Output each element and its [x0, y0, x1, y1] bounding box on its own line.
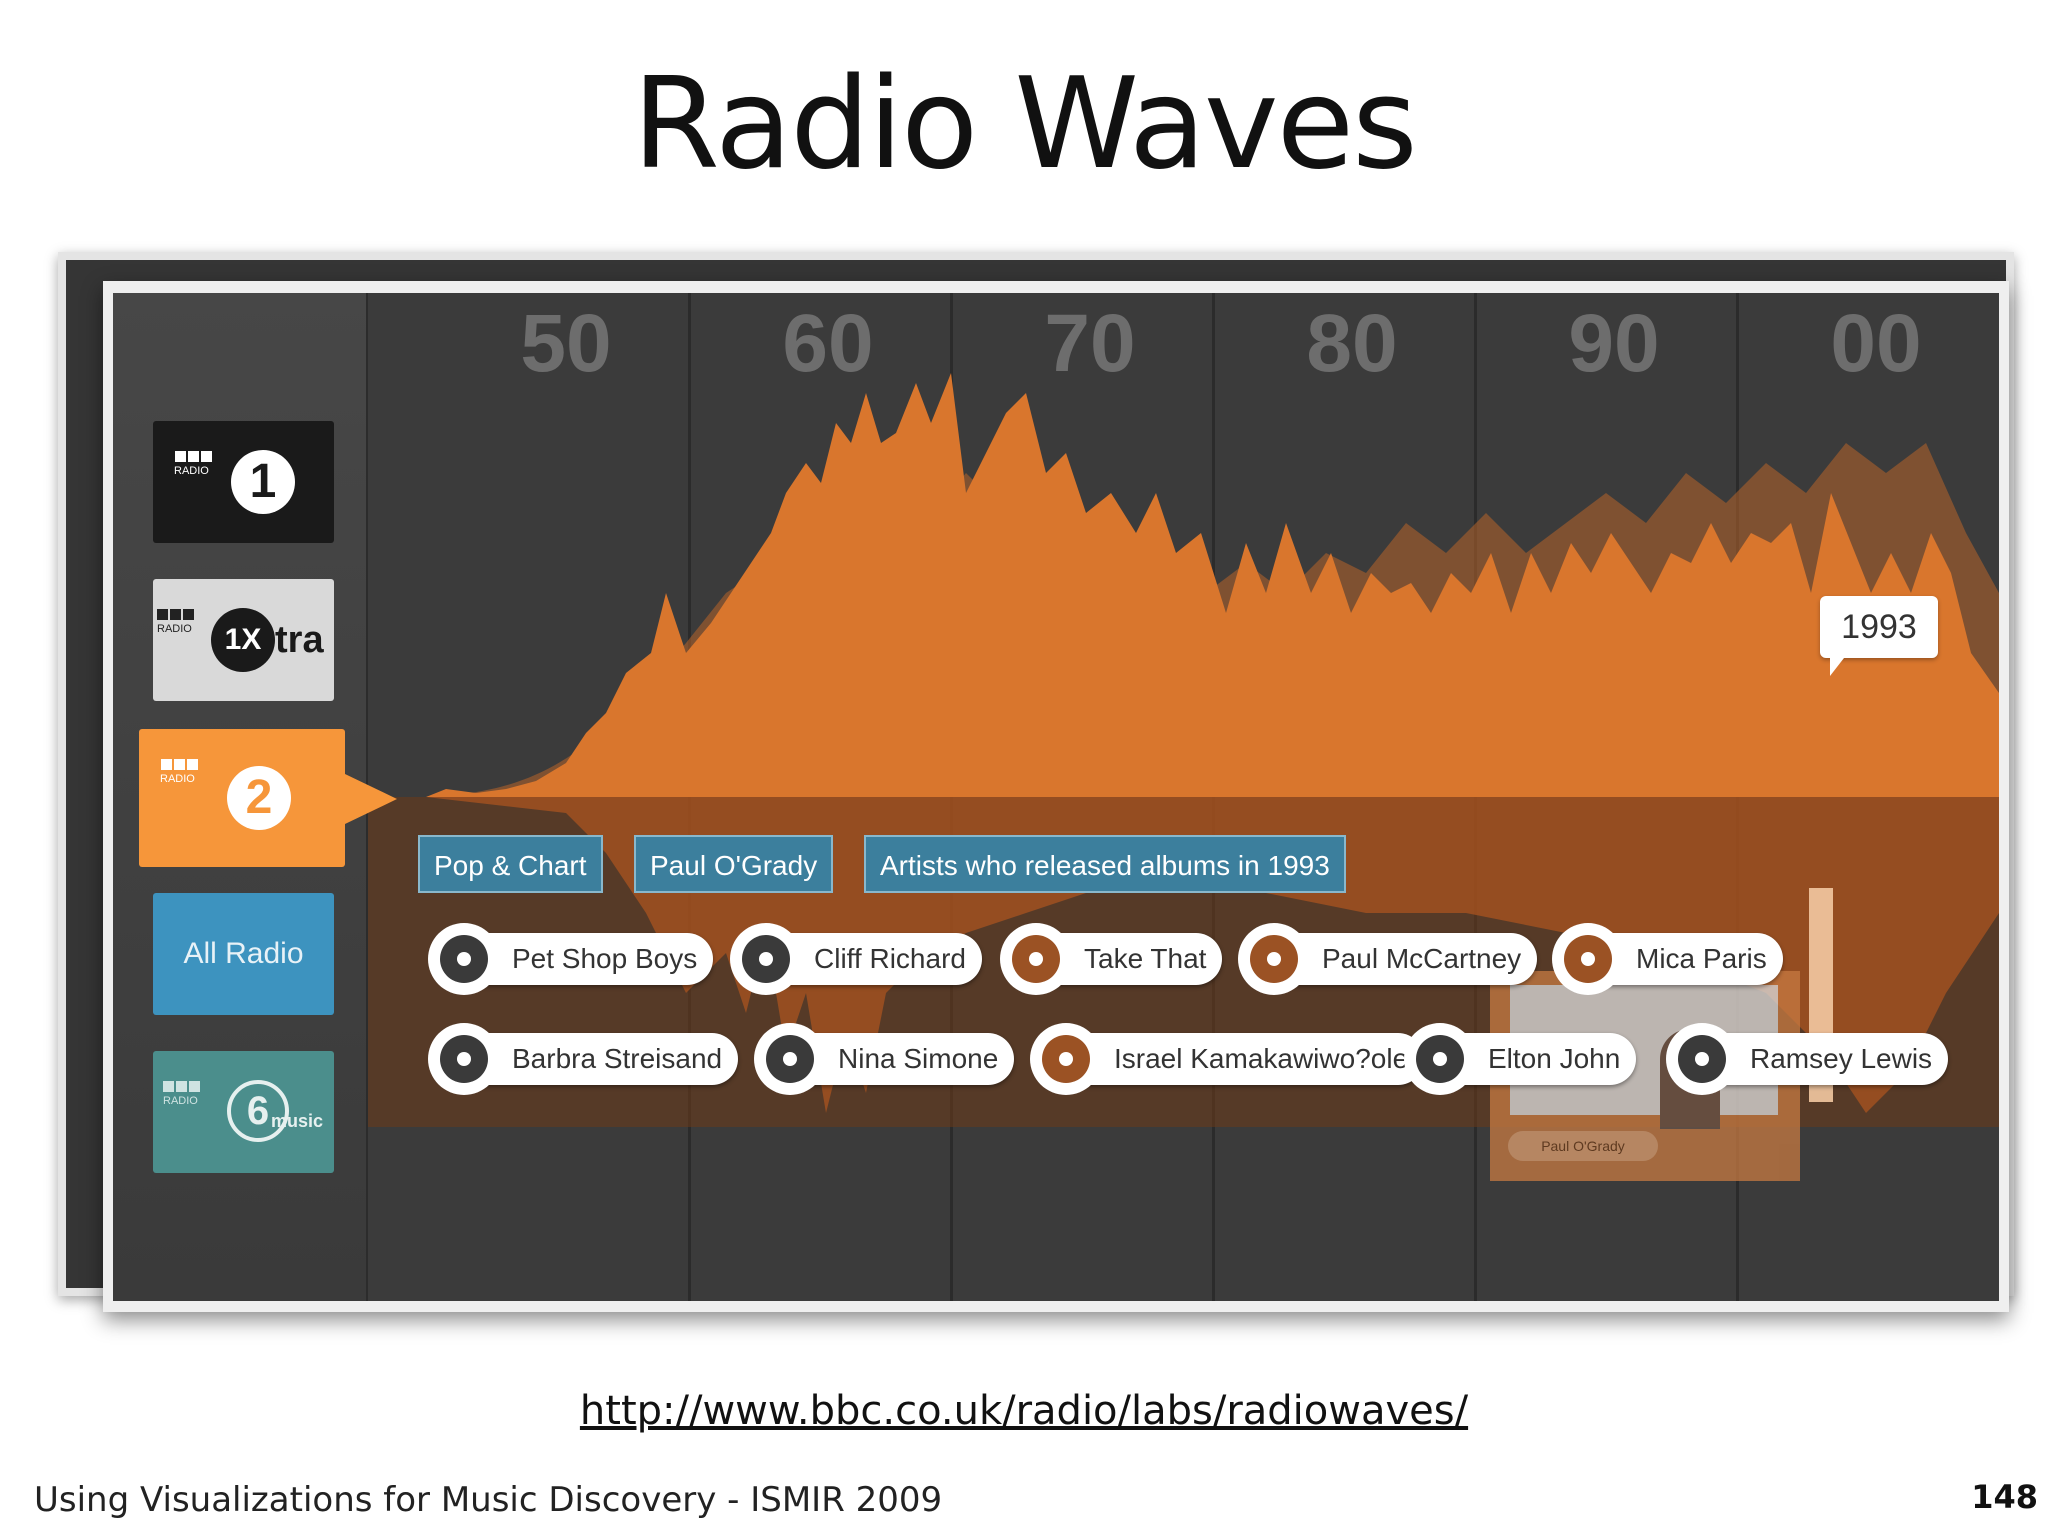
radio-word: RADIO	[160, 773, 195, 785]
filter-tag-year[interactable]: Artists who released albums in 1993	[864, 835, 1346, 893]
artist-chip[interactable]: Mica Paris	[1552, 923, 1783, 995]
artist-chip[interactable]: Israel Kamakawiwo?ole	[1030, 1023, 1425, 1095]
decade-label-60[interactable]: 60	[782, 298, 874, 389]
record-icon	[1666, 1023, 1738, 1095]
station-all-radio[interactable]: All Radio	[153, 893, 334, 1015]
page-number: 148	[1971, 1478, 2038, 1516]
artist-name: Barbra Streisand	[512, 1043, 723, 1074]
slide-footer: Using Visualizations for Music Discovery…	[34, 1480, 943, 1520]
artist-name: Nina Simone	[838, 1043, 999, 1074]
artist-name: Pet Shop Boys	[512, 943, 698, 974]
artist-chip[interactable]: Elton John	[1404, 1023, 1637, 1095]
artist-name: Mica Paris	[1636, 943, 1767, 974]
station-sidebar: RADIO 1 RADIO 1X tra RADIO 2 All Radio R…	[113, 293, 397, 1301]
source-url-link[interactable]: http://www.bbc.co.uk/radio/labs/radiowav…	[579, 1388, 1469, 1434]
artist-chip[interactable]: Barbra Streisand	[428, 1023, 739, 1095]
bbc-logo	[157, 609, 194, 620]
artist-name: Ramsey Lewis	[1750, 1043, 1933, 1074]
artist-chip[interactable]: Take That	[1000, 923, 1223, 995]
station-6-music[interactable]: RADIO 6 music	[153, 1051, 334, 1173]
radio-word: RADIO	[157, 623, 192, 635]
6-music-suffix: music	[271, 1111, 324, 1131]
decade-label-80[interactable]: 80	[1306, 298, 1398, 389]
artist-name: Israel Kamakawiwo?ole	[1114, 1043, 1409, 1074]
artist-name: Paul McCartney	[1322, 943, 1522, 974]
record-icon	[1030, 1023, 1102, 1095]
station-radio-2[interactable]: RADIO 2	[139, 729, 397, 867]
decade-label-50[interactable]: 50	[520, 298, 612, 389]
timeline: 50 60 70 80 90 00 1993 P	[366, 293, 1999, 1301]
slide-title: Radio Waves	[632, 50, 1418, 197]
main-wave	[426, 373, 1999, 797]
1xtra-suffix: tra	[275, 619, 324, 661]
record-icon	[730, 923, 802, 995]
decade-label-90[interactable]: 90	[1568, 298, 1660, 389]
radio-1-badge: 1	[231, 450, 295, 514]
radio-word: RADIO	[174, 465, 209, 477]
artist-name: Cliff Richard	[814, 943, 966, 974]
record-icon	[1552, 923, 1624, 995]
1xtra-badge: 1X	[211, 608, 275, 672]
artist-chip[interactable]: Paul McCartney	[1238, 923, 1538, 995]
6-music-badge: 6	[227, 1080, 289, 1142]
selected-year-bubble: 1993	[1820, 596, 1938, 676]
station-radio-1[interactable]: RADIO 1	[153, 421, 334, 543]
radiowaves-app: 50 60 70 80 90 00 1993 P	[113, 293, 1999, 1301]
record-icon	[754, 1023, 826, 1095]
record-icon	[428, 923, 500, 995]
artist-name: Elton John	[1488, 1043, 1621, 1074]
artist-chip[interactable]: Nina Simone	[754, 1023, 1015, 1095]
filter-tag-genre[interactable]: Pop & Chart	[418, 835, 603, 893]
screenshot-frame: 50 60 70 80 90 00 1993 P	[103, 281, 2009, 1312]
record-icon	[428, 1023, 500, 1095]
radio-word: RADIO	[163, 1095, 198, 1107]
artist-chip[interactable]: Pet Shop Boys	[428, 923, 714, 995]
bbc-logo	[175, 451, 212, 462]
filter-tag-presenter[interactable]: Paul O'Grady	[634, 835, 834, 893]
artist-chip[interactable]: Ramsey Lewis	[1666, 1023, 1949, 1095]
radio-2-badge: 2	[227, 766, 291, 830]
bbc-logo	[163, 1081, 200, 1092]
artist-chip[interactable]: Cliff Richard	[730, 923, 982, 995]
artist-name: Take That	[1084, 943, 1207, 974]
decade-label-00[interactable]: 00	[1830, 298, 1922, 389]
record-icon	[1404, 1023, 1476, 1095]
photo-caption: Paul O'Grady	[1508, 1131, 1658, 1161]
decade-label-70[interactable]: 70	[1044, 298, 1136, 389]
all-radio-label: All Radio	[183, 937, 304, 970]
record-icon	[1000, 923, 1072, 995]
station-1xtra[interactable]: RADIO 1X tra	[153, 579, 334, 701]
record-icon	[1238, 923, 1310, 995]
bbc-logo	[161, 759, 198, 770]
